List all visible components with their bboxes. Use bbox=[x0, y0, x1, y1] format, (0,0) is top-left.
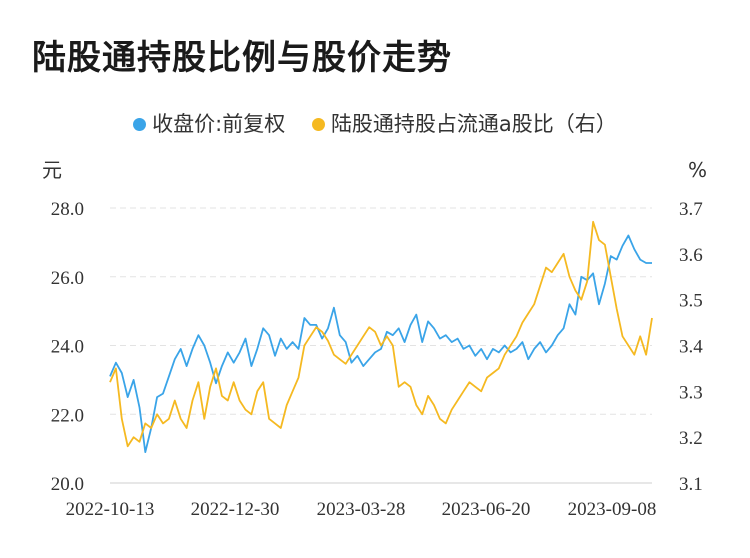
left-tick-label: 26.0 bbox=[51, 268, 84, 289]
legend-dot-price-icon bbox=[133, 117, 147, 131]
right-axis-ticks: 3.7 3.6 3.5 3.4 3.3 3.2 3.1 bbox=[679, 199, 703, 495]
left-tick-label: 20.0 bbox=[51, 474, 84, 495]
series-lines bbox=[109, 220, 653, 454]
price-series-line bbox=[109, 234, 652, 454]
right-tick-label: 3.6 bbox=[679, 245, 703, 266]
x-axis-ticks: 2022-10-13 2022-12-30 2023-03-28 2023-06-20… bbox=[66, 499, 657, 520]
right-tick-label: 3.2 bbox=[679, 428, 703, 449]
x-tick-label: 2023-03-28 bbox=[317, 499, 406, 520]
right-tick-label: 3.4 bbox=[679, 337, 703, 358]
left-axis-unit: 元 bbox=[42, 158, 62, 182]
left-tick-label: 24.0 bbox=[51, 337, 84, 358]
right-axis-unit: % bbox=[688, 158, 707, 182]
left-tick-label: 28.0 bbox=[51, 199, 84, 220]
right-tick-label: 3.7 bbox=[679, 199, 703, 220]
legend: 收盘价:前复权 陆股通持股占流通a股比（右） bbox=[0, 108, 750, 138]
right-tick-label: 3.1 bbox=[679, 474, 703, 495]
left-axis-ticks: 28.0 26.0 24.0 22.0 20.0 bbox=[51, 199, 84, 495]
left-tick-label: 22.0 bbox=[51, 405, 84, 426]
x-tick-label: 2022-12-30 bbox=[191, 499, 280, 520]
legend-item-price[interactable]: 收盘价:前复权 bbox=[133, 108, 285, 138]
legend-dot-ratio-icon bbox=[311, 117, 325, 131]
right-tick-label: 3.3 bbox=[679, 382, 703, 403]
legend-label-price: 收盘价:前复权 bbox=[152, 112, 286, 136]
x-tick-label: 2023-09-08 bbox=[568, 499, 657, 520]
legend-label-ratio: 陆股通持股占流通a股比（右） bbox=[330, 112, 617, 136]
legend-item-ratio[interactable]: 陆股通持股占流通a股比（右） bbox=[311, 108, 617, 138]
x-tick-label: 2022-10-13 bbox=[66, 499, 155, 520]
right-tick-label: 3.5 bbox=[679, 291, 703, 312]
chart-title: 陆股通持股比例与股价走势 bbox=[32, 38, 452, 78]
ratio-series-line bbox=[109, 220, 653, 448]
x-tick-label: 2023-06-20 bbox=[442, 499, 531, 520]
